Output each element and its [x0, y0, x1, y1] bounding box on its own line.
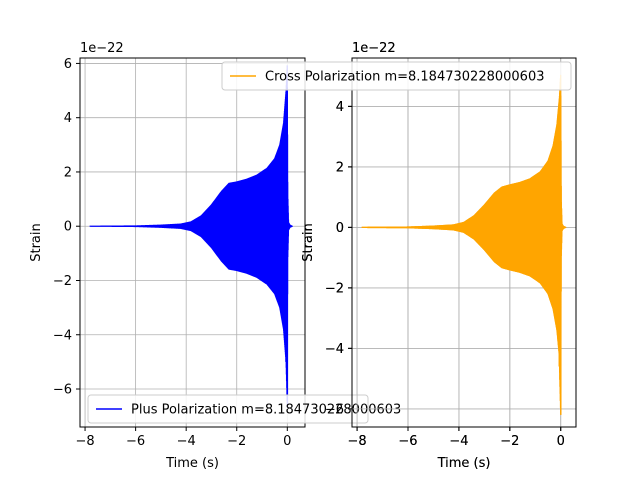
- x-tick-label: −6: [398, 434, 417, 449]
- x-tick-label: −6: [126, 434, 145, 449]
- y-tick-label: 2: [336, 160, 344, 175]
- y-axis-label: Strain: [301, 223, 316, 262]
- y-tick-label: −4: [53, 328, 72, 343]
- x-tick-label: −4: [449, 434, 468, 449]
- x-tick-label: 0: [557, 434, 565, 449]
- x-tick-label: −8: [348, 434, 367, 449]
- y-tick-label: −4: [325, 342, 344, 357]
- y-tick-label: 4: [64, 111, 72, 126]
- x-axis-label: Time (s): [165, 456, 219, 471]
- y-tick-label: 0: [64, 220, 72, 235]
- cross-polarization-panel-overlay: −8 −6 −4 −2 0 −6 −4 −2 0 2 4 Time (s) Strain 1e−22: [301, 41, 577, 471]
- plus-legend-label: Plus Polarization m=8.184730228000603: [131, 403, 401, 418]
- x-axis-label: Time (s): [437, 456, 491, 471]
- x-tick-label: −2: [227, 434, 246, 449]
- y-tick-label: 0: [336, 221, 344, 236]
- waveform-line: [361, 74, 567, 415]
- y-tick-label: −6: [325, 402, 344, 417]
- y-tick-label: 2: [336, 160, 344, 175]
- x-tick-label: −4: [449, 434, 468, 449]
- x-axis-label: Time (s): [437, 456, 491, 471]
- cross-legend-label: Cross Polarization m=8.184730228000603: [265, 70, 544, 85]
- y-tick-label: 0: [336, 221, 344, 236]
- y-tick-label: −4: [325, 342, 344, 357]
- y-axis-label: Strain: [301, 223, 316, 262]
- y-tick-label: 6: [64, 57, 72, 72]
- axes-frame: [351, 57, 577, 428]
- x-tick-label: −6: [398, 434, 417, 449]
- y-tick-label: 2: [64, 165, 72, 180]
- axes-frame: [79, 57, 306, 428]
- cross-legend-box: [221, 61, 572, 91]
- x-tick-label: 0: [283, 434, 291, 449]
- legends: Plus Polarization m=8.184730228000603: [87, 394, 401, 424]
- y-tick-label: −6: [53, 383, 72, 398]
- x-tick-label: −8: [348, 434, 367, 449]
- plus-polarization-panel: −8 −6 −4 −2 0 −6 −4 −2 0 2 4 6 Time (s) Strain 1e−22: [29, 41, 306, 471]
- x-tick-label: −2: [500, 434, 519, 449]
- axis-offset-text: 1e−22: [352, 41, 396, 56]
- x-tick-label: −4: [177, 434, 196, 449]
- x-tick-label: 0: [557, 434, 565, 449]
- axis-offset-text: 1e−22: [80, 41, 124, 56]
- waveform-line: [89, 65, 293, 409]
- axis-offset-text: 1e−22: [352, 41, 396, 56]
- y-tick-label: 4: [336, 100, 344, 115]
- x-tick-label: −2: [500, 434, 519, 449]
- y-axis-label: Strain: [29, 223, 44, 262]
- y-tick-label: −2: [325, 281, 344, 296]
- y-tick-label: −2: [325, 281, 344, 296]
- x-tick-label: −8: [75, 434, 94, 449]
- y-tick-label: −2: [53, 274, 72, 289]
- y-tick-label: 4: [336, 100, 344, 115]
